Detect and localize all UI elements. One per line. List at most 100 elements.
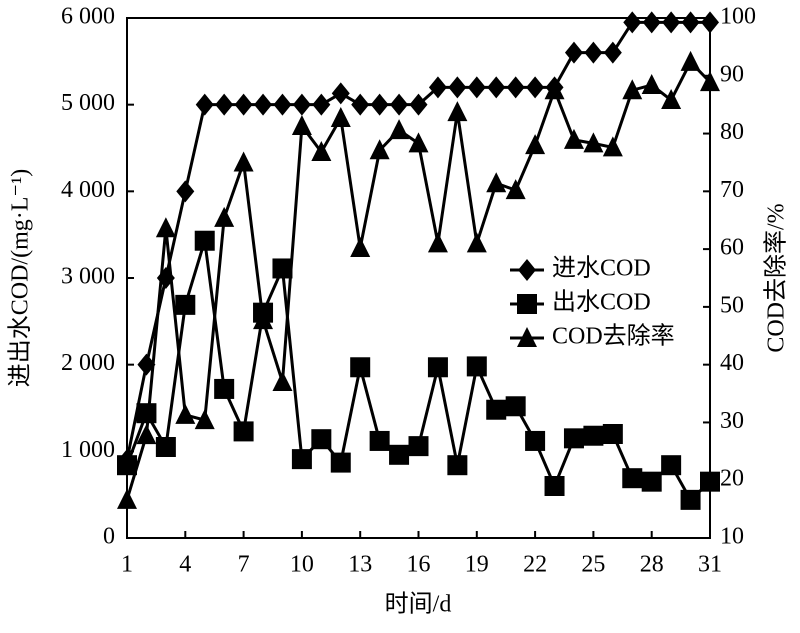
data-point [408,436,429,457]
x-tick-label: 13 [348,552,372,578]
y-tick-label: 0 [103,524,115,550]
data-point [214,378,235,399]
data-point [448,76,467,99]
data-point [350,236,371,257]
data-point [311,141,332,162]
data-point [603,41,622,64]
data-point [291,449,312,470]
data-point [623,11,642,34]
data-point [175,294,196,315]
data-point [681,11,700,34]
x-tick-label: 31 [698,552,722,578]
data-point [312,93,331,116]
data-point [137,353,156,376]
y-axis-label: 进出水COD/(mg·L⁻¹) [7,169,34,388]
data-point [466,232,487,253]
data-point [583,425,604,446]
data-point [350,357,371,378]
data-point [253,309,274,330]
legend-label: COD去除率 [552,323,675,350]
data-point [525,430,546,451]
legend-marker [517,327,537,347]
data-point [233,421,254,442]
data-point [506,76,525,99]
legend-label: 出水COD [552,289,651,316]
data-point [700,471,720,492]
data-point [584,41,603,64]
data-point [409,93,428,116]
x-tick-label: 28 [640,552,664,578]
x-tick-label: 25 [581,552,605,578]
data-point [331,82,350,105]
data-point [408,132,429,153]
data-point [466,356,487,377]
data-point [311,429,332,450]
data-point [563,428,584,449]
data-point [330,106,351,127]
data-point [234,93,253,116]
data-point [641,471,662,492]
legend-marker [518,259,536,281]
y2-tick-label: 30 [720,408,744,434]
data-point [176,180,195,203]
data-point [525,134,546,155]
data-point [369,430,390,451]
data-point [330,452,351,473]
data-point [389,444,410,465]
x-tick-label: 22 [523,552,547,578]
data-point [155,437,176,457]
x-tick-label: 4 [179,552,191,578]
y2-tick-label: 70 [720,177,744,203]
y2-tick-label: 60 [720,235,744,261]
y2-tick-label: 90 [720,61,744,87]
data-point [136,403,157,424]
data-point [680,489,701,510]
data-point [680,50,701,71]
data-point [215,93,234,116]
y-tick-label: 4 000 [61,177,115,203]
data-point [662,11,681,34]
data-point [369,139,390,160]
data-point [642,11,661,34]
y-tick-label: 1 000 [61,437,115,463]
data-point [427,232,448,253]
x-tick-label: 16 [407,552,431,578]
data-point [272,371,293,391]
x-tick-label: 1 [121,552,133,578]
y2-tick-label: 80 [720,119,744,145]
data-point [292,93,311,116]
data-point [563,128,584,149]
legend-label: 进水COD [552,255,651,282]
data-point [136,424,157,445]
data-point [194,230,215,251]
legend-marker [517,294,537,314]
y-tick-label: 6 000 [61,4,115,30]
data-point [194,409,215,430]
data-point [117,488,137,509]
data-point [544,79,565,100]
x-tick-label: 10 [290,552,314,578]
x-axis-label: 时间/d [385,591,452,618]
y-tick-label: 2 000 [61,350,115,376]
data-point [622,79,643,100]
data-point [351,93,370,116]
data-point [622,468,643,489]
data-point [233,151,254,172]
data-point [564,41,583,64]
data-point [661,455,682,476]
x-tick-label: 19 [465,552,489,578]
data-point [389,119,410,140]
data-point [447,101,468,122]
data-point [370,93,389,116]
data-point [661,89,682,110]
y2-axis-label: COD去除率/% [763,203,790,352]
y2-tick-label: 40 [720,350,744,376]
data-point [467,76,486,99]
data-point [486,172,507,193]
y-tick-label: 3 000 [61,264,115,290]
data-point [526,76,545,99]
y2-tick-label: 20 [720,466,744,492]
data-point [602,424,623,444]
data-point [272,258,293,279]
